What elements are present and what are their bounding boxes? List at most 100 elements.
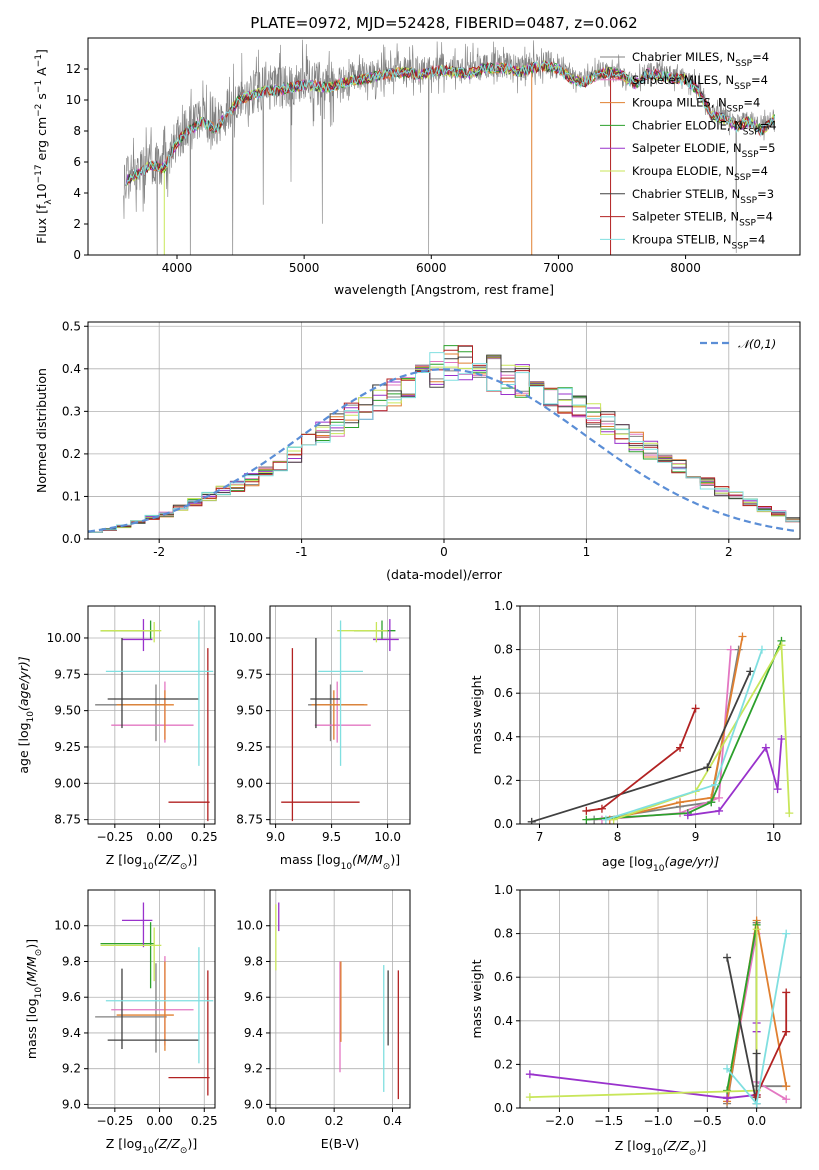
point-marker <box>723 953 732 962</box>
y-tick-label: 9.6 <box>62 990 81 1004</box>
mw-age-series-0 <box>594 649 740 821</box>
legend-entry: Kroupa MILES, NSSP=4 <box>632 96 760 115</box>
mw-z-series-5 <box>529 929 758 1098</box>
x-tick-label: −0.25 <box>96 1114 133 1128</box>
hist-ylabel: Normed distribution <box>34 368 49 493</box>
mass-ebv-plot <box>275 902 399 1100</box>
y-tick-label: 9.2 <box>62 1062 81 1076</box>
point-marker <box>582 815 591 824</box>
x-tick-label: 0.0 <box>747 1114 766 1128</box>
point-marker <box>777 734 786 743</box>
point-marker <box>782 1095 791 1104</box>
x-tick-label: 0.4 <box>383 1114 402 1128</box>
legend-entry: Salpeter STELIB, NSSP=4 <box>632 210 773 229</box>
axes-frame <box>519 605 802 825</box>
x-tick-label: 8000 <box>670 261 701 275</box>
spectrum-plot <box>123 39 776 255</box>
point-marker <box>525 1093 534 1102</box>
point-marker <box>723 1064 732 1073</box>
mw-age-plot <box>527 632 794 824</box>
point-marker <box>582 806 591 815</box>
axes-frame <box>269 889 411 1109</box>
x-tick-label: 1 <box>583 545 591 559</box>
spectrum-title: PLATE=0972, MJD=52428, FIBERID=0487, z=0… <box>250 14 637 32</box>
y-tick-label: 12 <box>66 62 81 76</box>
point-marker <box>601 815 610 824</box>
age_vs_mass-axes: 9.0 9.5 10.0 8.75 9.00 9.25 9.50 9.75 10.00 mass … <box>229 605 411 872</box>
mass_vs_ebv-axes: 0.0 0.2 0.4 9.0 9.2 9.4 9.6 9.8 10.0 E(B-V) <box>236 889 411 1151</box>
axes-frame <box>87 889 216 1109</box>
residuals-axes: -2 -1 0 1 2 0.0 0.1 0.2 0.3 0.4 0.5 𝒩(0,1) (data-mod… <box>34 319 801 582</box>
x-tick-label: 0.25 <box>191 1114 218 1128</box>
point-marker <box>785 809 794 818</box>
mw-age-xlabel: age [log10(age/yr)] <box>602 854 719 874</box>
mw-age-series-8 <box>605 649 763 821</box>
point-marker <box>752 1099 761 1108</box>
y-tick-label: 0.4 <box>494 730 513 744</box>
x-tick-label: −0.25 <box>96 830 133 844</box>
x-tick-label: 10.0 <box>374 830 401 844</box>
legend-entry: Kroupa STELIB, NSSP=4 <box>632 232 765 251</box>
x-tick-label: 0.25 <box>191 830 218 844</box>
hist-plot <box>88 345 800 533</box>
legend-entry: Kroupa ELODIE, NSSP=4 <box>632 164 768 183</box>
y-tick-label: 6 <box>73 155 81 169</box>
x-tick-label: −1.0 <box>643 1114 672 1128</box>
hist-series-7 <box>88 345 800 533</box>
x-tick-label: 9.5 <box>322 830 341 844</box>
point-marker <box>527 817 536 824</box>
mass-z-plot <box>95 902 214 1096</box>
axes-frame <box>87 605 216 825</box>
x-tick-label: −0.5 <box>693 1114 722 1128</box>
axes-frame <box>87 321 801 540</box>
spectrum-axes: 4000 5000 6000 7000 8000 0 2 4 6 8 10 12 Chabrier MI… <box>34 14 801 297</box>
y-tick-label: 9.4 <box>244 1026 263 1040</box>
x-tick-label: 7 <box>536 830 544 844</box>
y-tick-label: 0.5 <box>62 319 81 333</box>
point-marker <box>782 988 791 997</box>
y-tick-label: 0.2 <box>62 447 81 461</box>
mass_weight_vs_Z-axes: −2.0 −1.5 −1.0 −0.5 0.0 0.0 0.2 0.4 0.6 0.8 1.0 Z [… <box>469 883 802 1158</box>
axes-frame <box>87 37 801 256</box>
x-tick-label: -2 <box>153 545 165 559</box>
hist-series-8 <box>88 352 800 533</box>
point-marker <box>761 743 770 752</box>
y-tick-label: 9.6 <box>244 990 263 1004</box>
point-marker <box>707 798 716 807</box>
x-tick-label: 0 <box>440 545 448 559</box>
axes-frame <box>269 605 411 825</box>
point-marker <box>746 667 755 676</box>
point-marker <box>597 804 606 813</box>
y-tick-label: 9.2 <box>244 1062 263 1076</box>
y-tick-label: 9.4 <box>62 1026 81 1040</box>
point-marker <box>711 780 720 789</box>
legend-entry: Chabrier STELIB, NSSP=3 <box>632 187 774 206</box>
y-tick-label: 0.6 <box>494 686 513 700</box>
y-tick-label: 10.00 <box>229 631 263 645</box>
y-tick-label: 9.25 <box>54 740 81 754</box>
point-marker <box>676 798 685 807</box>
point-marker <box>782 1027 791 1036</box>
y-tick-label: 10.0 <box>236 919 263 933</box>
y-tick-label: 10 <box>66 93 81 107</box>
mw-age-series-2 <box>609 636 744 821</box>
age-z-ylabel: age [log10(age/yr)] <box>16 656 36 773</box>
mass-ebv-xlabel: E(B-V) <box>321 1136 360 1151</box>
y-tick-label: 9.50 <box>236 704 263 718</box>
y-tick-label: 0.0 <box>62 532 81 546</box>
y-tick-label: 9.25 <box>236 740 263 754</box>
y-tick-label: 0 <box>73 248 81 262</box>
y-tick-label: 8 <box>73 124 81 138</box>
x-tick-label: 0.00 <box>146 830 173 844</box>
point-marker <box>703 763 712 772</box>
mass_vs_Z-axes: −0.25 0.00 0.25 9.0 9.2 9.4 9.6 9.8 10.0 Z [log10… <box>24 889 218 1156</box>
x-tick-label: 0.00 <box>146 1114 173 1128</box>
mw-z-ylabel: mass weight <box>469 959 484 1038</box>
mass-z-ylabel: mass [log10(M/M⊙)] <box>24 939 44 1059</box>
y-tick-label: 2 <box>73 217 81 231</box>
mw-z-xlabel: Z [log10(Z/Z⊙)] <box>615 1138 706 1158</box>
y-tick-label: 0.6 <box>494 970 513 984</box>
spectrum-xlabel: wavelength [Angstrom, rest frame] <box>334 282 554 297</box>
hist-legend-label: 𝒩(0,1) <box>738 337 776 351</box>
y-tick-label: 0.2 <box>494 1057 513 1071</box>
